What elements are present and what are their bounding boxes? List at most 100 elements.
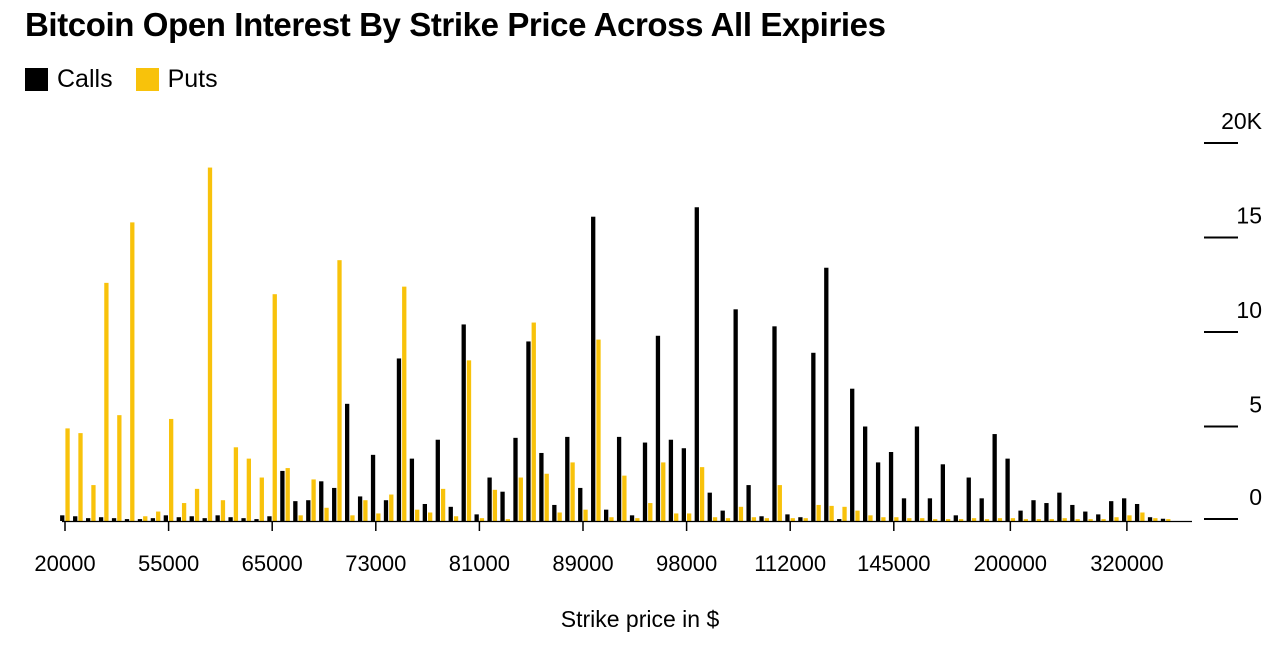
x-tick-label: 73000 — [345, 551, 406, 576]
bar-puts — [220, 500, 226, 521]
bar-puts — [971, 518, 977, 521]
bar-puts — [777, 485, 782, 521]
bar-calls — [863, 426, 868, 521]
bar-calls — [526, 341, 531, 521]
bar-calls — [60, 515, 65, 521]
bar-calls — [293, 501, 298, 521]
bar-calls — [306, 500, 311, 521]
bar-calls — [176, 517, 181, 521]
bar-calls — [1134, 503, 1140, 521]
bar-puts — [337, 260, 342, 521]
bar-puts — [1166, 519, 1171, 521]
bar-puts — [298, 515, 303, 521]
bar-calls — [707, 492, 712, 521]
bar-puts — [1036, 519, 1041, 521]
bar-calls — [927, 498, 933, 521]
bar-calls — [1005, 458, 1010, 521]
bar-calls — [137, 519, 143, 521]
bar-calls — [111, 518, 117, 521]
bar-calls — [163, 515, 168, 521]
bar-calls — [746, 485, 751, 521]
bar-puts — [816, 504, 821, 521]
bar-puts — [557, 512, 562, 521]
bar-puts — [1153, 518, 1158, 521]
bar-calls — [1096, 514, 1101, 521]
bar-calls — [979, 498, 984, 521]
bar-calls — [591, 216, 596, 521]
bar-calls — [124, 519, 130, 521]
bar-calls — [1044, 503, 1049, 521]
bar-puts — [648, 503, 653, 521]
bar-puts — [233, 447, 239, 521]
bar-calls — [850, 388, 855, 521]
legend-swatch-puts-icon — [135, 68, 159, 91]
bar-calls — [604, 509, 609, 521]
bar-calls — [733, 309, 738, 521]
bar-calls — [1057, 492, 1062, 521]
bar-puts — [169, 418, 174, 521]
bar-calls — [267, 516, 272, 521]
y-tick-label: 5 — [1249, 392, 1262, 418]
bar-calls — [357, 496, 363, 521]
bar-calls — [629, 515, 635, 521]
bar-calls — [474, 514, 479, 521]
bar-calls — [370, 454, 376, 521]
bar-calls — [513, 437, 518, 521]
bar-puts — [130, 222, 135, 521]
x-tick-label: 112000 — [754, 551, 826, 576]
bar-calls — [202, 518, 207, 521]
bar-calls — [345, 403, 350, 521]
bar-puts — [609, 517, 614, 521]
bar-puts — [402, 286, 407, 521]
bar-puts — [855, 510, 860, 521]
bar-puts — [1010, 518, 1016, 521]
bar-calls — [383, 500, 389, 521]
bar-puts — [1140, 512, 1145, 521]
bar-puts — [997, 518, 1003, 521]
legend-label-calls: Calls — [57, 65, 113, 93]
bar-calls — [655, 335, 661, 521]
bar-puts — [143, 516, 148, 521]
x-tick-label: 89000 — [552, 551, 613, 576]
legend: Calls Puts — [25, 67, 218, 92]
bar-puts — [117, 415, 122, 521]
bar-calls — [215, 515, 220, 521]
bar-puts — [1127, 515, 1132, 521]
bar-puts — [622, 475, 627, 521]
legend-swatch-calls-icon — [25, 68, 48, 91]
bar-puts — [583, 509, 588, 521]
y-tick-label: 0 — [1249, 484, 1262, 510]
bar-calls — [616, 436, 622, 521]
bar-calls — [98, 517, 104, 521]
bar-calls — [189, 516, 194, 521]
bar-puts — [712, 517, 718, 521]
bar-puts — [544, 473, 549, 521]
bar-calls — [461, 324, 466, 521]
bar-puts — [738, 506, 744, 521]
bar-puts — [350, 515, 355, 521]
bar-puts — [440, 488, 446, 521]
bar-puts — [181, 503, 187, 521]
bar-calls — [396, 358, 402, 521]
bar-calls — [1122, 498, 1127, 521]
bar-puts — [1101, 519, 1106, 521]
x-axis-title: Strike price in $ — [560, 606, 720, 632]
bar-puts — [635, 518, 640, 521]
bar-puts — [751, 517, 757, 521]
bar-puts — [389, 494, 394, 521]
bar-calls — [539, 452, 544, 521]
bar-puts — [65, 428, 70, 521]
bar-puts — [311, 479, 316, 521]
bar-puts — [907, 518, 912, 521]
bar-calls — [875, 462, 881, 521]
bar-puts — [881, 517, 886, 521]
bar-puts — [415, 509, 420, 521]
bar-puts — [492, 489, 498, 521]
bar-calls — [487, 477, 492, 521]
bar-calls — [1160, 518, 1166, 521]
bar-puts — [920, 518, 925, 521]
x-tick-label: 98000 — [656, 551, 717, 576]
bar-calls — [1018, 510, 1023, 521]
bar-calls — [785, 514, 790, 521]
